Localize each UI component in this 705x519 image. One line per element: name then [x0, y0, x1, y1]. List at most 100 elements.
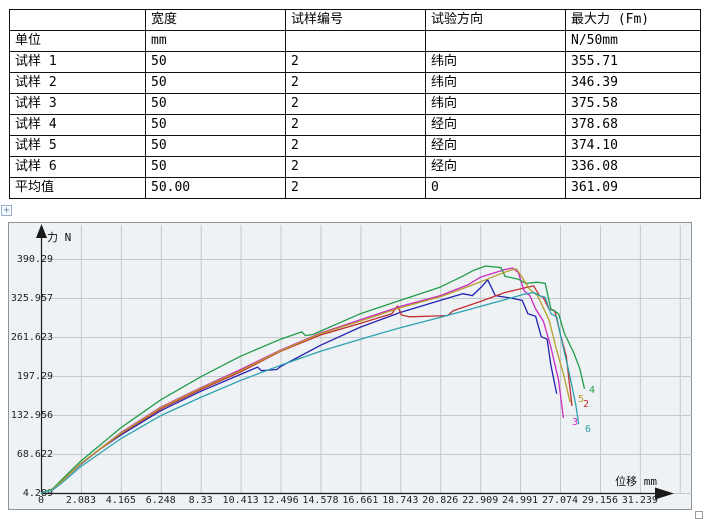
curve-specimen-4: [40, 265, 586, 494]
curve-specimen-6: [40, 291, 580, 494]
value-cell: 2: [285, 51, 426, 73]
y-tick-label: 132.956: [11, 410, 53, 421]
object-resize-handle[interactable]: [695, 511, 703, 519]
value-cell: 374.10: [565, 135, 701, 157]
row-label-cell: 试样 3: [9, 93, 146, 115]
x-tick-label: 6.248: [146, 495, 176, 506]
value-cell: 50: [145, 156, 286, 178]
curve-end-label-2: 2: [583, 399, 589, 410]
axes: [36, 224, 674, 500]
y-tick-label: 68.622: [17, 449, 53, 460]
value-cell: 2: [285, 177, 426, 199]
value-cell: mm: [145, 30, 286, 52]
row-label-cell: 试样 4: [9, 114, 146, 136]
curve-end-label-6: 6: [585, 424, 591, 435]
value-cell: 336.08: [565, 156, 701, 178]
chart-canvas: 0 2.083 4.165 6.248 8.33 10.413 12.496 14.578 16…: [11, 224, 692, 506]
x-tick-label: 0: [38, 495, 44, 506]
value-cell: N/50mm: [565, 30, 701, 52]
value-cell: 50.00: [145, 177, 286, 199]
y-tick-label: 325.957: [11, 293, 53, 304]
curve-specimen-1: [40, 279, 558, 494]
value-cell: 50: [145, 135, 286, 157]
table-row: 单位 mm N/50mm: [9, 30, 701, 52]
row-label-cell: 试样 1: [9, 51, 146, 73]
value-cell: 纬向: [425, 51, 566, 73]
x-tick-label: 31.239: [622, 495, 658, 506]
value-cell: 经向: [425, 156, 566, 178]
curve-specimen-5: [40, 268, 571, 494]
value-cell: 2: [285, 114, 426, 136]
value-cell: 361.09: [565, 177, 701, 199]
x-tick-label: 4.165: [106, 495, 136, 506]
value-cell: 2: [285, 135, 426, 157]
value-cell: 2: [285, 93, 426, 115]
table-row: 试样 1 50 2 纬向 355.71: [9, 51, 701, 73]
table-row: 试样 3 50 2 纬向 375.58: [9, 93, 701, 115]
row-label-cell: 试样 2: [9, 72, 146, 94]
y-tick-label: 4.289: [23, 488, 53, 499]
value-cell: 375.58: [565, 93, 701, 115]
value-cell: 2: [285, 72, 426, 94]
x-tick-label: 8.33: [189, 495, 213, 506]
x-tick-label: 29.156: [582, 495, 618, 506]
x-tick-label: 16.661: [342, 495, 378, 506]
row-label-cell: 单位: [9, 30, 146, 52]
value-cell: 经向: [425, 114, 566, 136]
test-results-table: 宽度 试样编号 试验方向 最大力 (Fm) 单位 mm N/50mm 试样 1 50 2 纬…: [9, 9, 701, 199]
value-cell: 50: [145, 93, 286, 115]
x-tick-label: 24.991: [502, 495, 538, 506]
x-tick-label: 18.743: [382, 495, 418, 506]
tick-labels: 0 2.083 4.165 6.248 8.33 10.413 12.496 14.578 16…: [11, 231, 658, 506]
curve-end-label-3: 3: [572, 417, 578, 428]
x-tick-label: 10.413: [223, 495, 259, 506]
row-label-cell: 试样 6: [9, 156, 146, 178]
value-cell: 355.71: [565, 51, 701, 73]
y-tick-label: 197.29: [17, 371, 53, 382]
header-cell-rowlabel: [9, 9, 146, 31]
value-cell: 50: [145, 114, 286, 136]
row-label-cell: 平均值: [9, 177, 146, 199]
x-tick-label: 2.083: [66, 495, 96, 506]
table-row: 试样 6 50 2 经向 336.08: [9, 156, 701, 178]
table-row: 试样 2 50 2 纬向 346.39: [9, 72, 701, 94]
table-body: 单位 mm N/50mm 试样 1 50 2 纬向 355.71 试样 2 50 2 纬向 346.39…: [9, 30, 701, 199]
x-tick-label: 20.826: [422, 495, 458, 506]
table-header-row: 宽度 试样编号 试验方向 最大力 (Fm): [9, 9, 701, 31]
table-row: 试样 5 50 2 经向 374.10: [9, 135, 701, 157]
value-cell: [285, 30, 426, 52]
y-tick-label: 261.623: [11, 332, 53, 343]
x-axis-title: 位移 mm: [615, 474, 657, 488]
value-cell: 346.39: [565, 72, 701, 94]
table-row: 平均值 50.00 2 0 361.09: [9, 177, 701, 199]
header-cell-width: 宽度: [145, 9, 286, 31]
value-cell: 50: [145, 51, 286, 73]
table-row: 试样 4 50 2 经向 378.68: [9, 114, 701, 136]
grid-lines: [41, 225, 692, 494]
header-cell-direction: 试验方向: [425, 9, 566, 31]
row-label-cell: 试样 5: [9, 135, 146, 157]
x-tick-label: 14.578: [302, 495, 338, 506]
curve-specimen-3: [40, 267, 565, 494]
value-cell: 2: [285, 156, 426, 178]
value-cell: 纬向: [425, 72, 566, 94]
x-axis-arrow-icon: [655, 487, 674, 500]
force-displacement-chart: 0 2.083 4.165 6.248 8.33 10.413 12.496 14.578 16…: [8, 222, 692, 510]
header-cell-specimen-no: 试样编号: [285, 9, 426, 31]
value-cell: [425, 30, 566, 52]
curve-end-label-4: 4: [589, 385, 595, 396]
value-cell: 经向: [425, 135, 566, 157]
object-move-handle-icon[interactable]: +: [1, 205, 12, 216]
curve-specimen-2: [40, 285, 573, 494]
x-tick-label: 22.909: [462, 495, 498, 506]
y-axis-arrow-icon: [36, 224, 47, 238]
curve-end-label-5: 5: [578, 394, 584, 405]
value-cell: 0: [425, 177, 566, 199]
value-cell: 50: [145, 72, 286, 94]
value-cell: 378.68: [565, 114, 701, 136]
x-tick-label: 12.496: [262, 495, 298, 506]
value-cell: 纬向: [425, 93, 566, 115]
x-tick-label: 27.074: [542, 495, 578, 506]
y-axis-title: 力 N: [47, 231, 71, 244]
header-cell-max-force: 最大力 (Fm): [565, 9, 701, 31]
